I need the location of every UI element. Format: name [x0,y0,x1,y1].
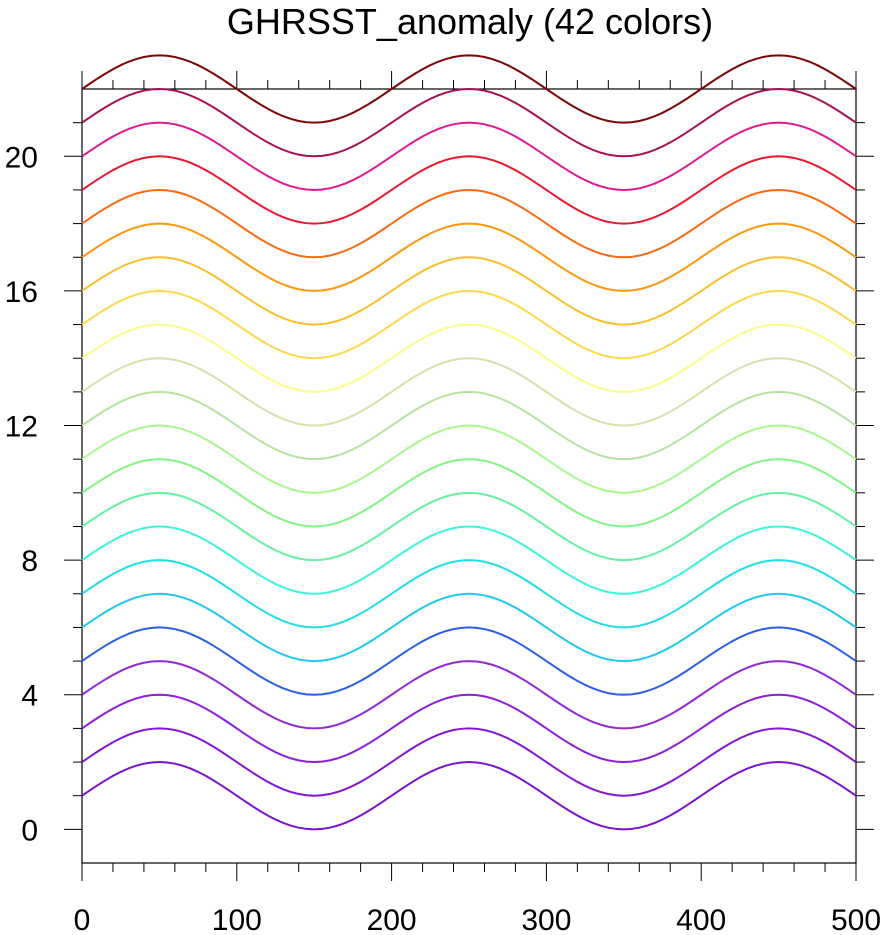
x-tick-label: 100 [212,904,262,935]
series-line-20 [81,87,857,158]
x-tick-label: 400 [676,904,726,935]
series-line-0 [81,761,857,831]
series-line-14 [81,289,857,360]
series-line-15 [81,256,857,326]
series-line-17 [81,188,857,259]
y-tick-label: 12 [5,411,38,444]
series-line-13 [81,323,857,393]
x-tick-label: 500 [831,904,881,935]
series-line-2 [81,693,857,764]
y-tick-label: 0 [21,814,38,847]
series-line-19 [81,121,857,191]
y-tick-label: 20 [5,141,38,174]
x-tick-label: 200 [367,904,417,935]
series-line-5 [81,592,857,663]
series-line-8 [81,491,857,562]
series-line-7 [81,525,857,595]
y-tick-label: 4 [21,680,38,713]
tick-labels: 0 100 200 300 400 500 0 4 8 12 16 20 [5,141,881,935]
y-tick-label: 8 [21,545,38,578]
series-lines [81,54,857,831]
series-line-3 [81,660,857,730]
series-line-6 [81,559,857,629]
x-tick-label: 300 [521,904,571,935]
chart-title: GHRSST_anomaly (42 colors) [227,1,713,42]
series-line-1 [81,727,857,797]
series-line-21 [81,54,857,124]
plot-frame [81,88,857,864]
series-line-9 [81,458,857,528]
x-tick-label: 0 [74,904,91,935]
series-line-12 [81,357,857,427]
series-line-10 [81,424,857,494]
series-line-18 [81,155,857,225]
y-tick-label: 16 [5,276,38,309]
series-line-16 [81,222,857,292]
series-line-11 [81,390,857,461]
series-line-4 [81,626,857,696]
axis-ticks [64,71,874,881]
